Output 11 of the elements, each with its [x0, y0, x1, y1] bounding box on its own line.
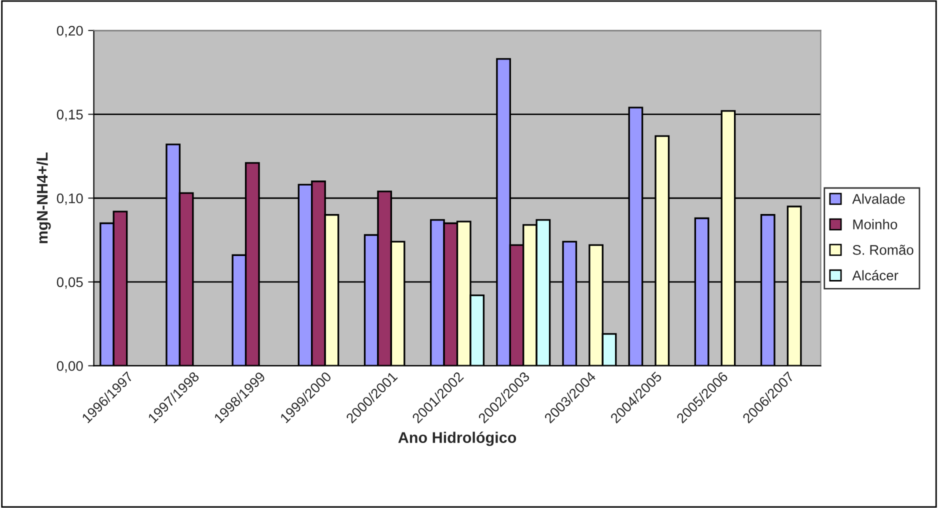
x-axis-title: Ano Hidrológico [398, 432, 516, 446]
legend-label: S. Romão [852, 244, 914, 255]
y-tick-label: 0,20 [56, 26, 83, 38]
y-tick-label: 0,15 [56, 110, 83, 122]
legend-label: Alcácer [852, 270, 898, 280]
legend-label: Moinho [853, 219, 898, 230]
y-tick-label: 0,10 [56, 193, 83, 205]
y-tick-label: 0,00 [56, 361, 83, 373]
y-axis-title: mgN-NH4+/L [36, 152, 51, 244]
legend-label: Alvalade [852, 194, 905, 204]
y-tick-label: 0,05 [56, 277, 83, 289]
